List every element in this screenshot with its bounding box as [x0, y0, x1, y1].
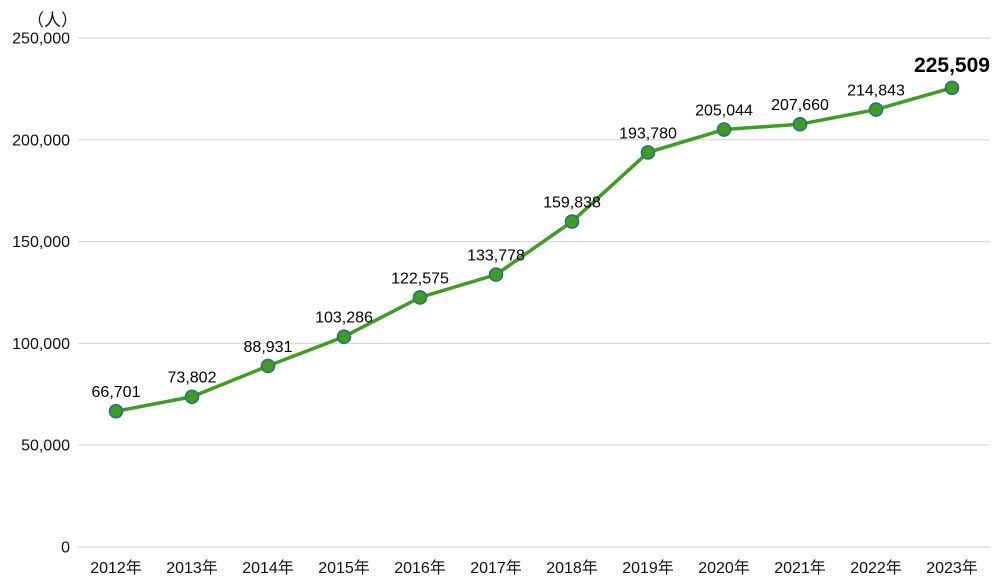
data-point-label-highlight: 225,509: [914, 54, 990, 77]
data-point-label: 214,843: [847, 83, 905, 100]
y-axis-unit-label: （人）: [27, 11, 78, 30]
data-point-marker: [488, 267, 504, 282]
data-point-marker: [412, 290, 428, 305]
x-tick-label: 2023年: [926, 559, 978, 577]
data-point-label: 122,575: [391, 270, 449, 287]
data-point-marker: [260, 358, 276, 374]
y-tick-label: 100,000: [12, 336, 70, 353]
data-point-label: 193,780: [619, 125, 677, 142]
data-point-marker: [792, 116, 808, 132]
data-point-label: 88,931: [244, 339, 293, 356]
x-tick-label: 2018年: [546, 559, 598, 577]
data-point-label: 133,778: [467, 248, 525, 265]
gridlines: [78, 37, 990, 548]
data-series: [108, 80, 960, 419]
x-tick-label: 2017年: [470, 559, 522, 577]
data-labels: 66,701 73,802 88,931 103,286 122,575 133,778 1…: [92, 54, 990, 401]
x-tick-label: 2012年: [90, 559, 142, 577]
y-axis-tick-labels: 0 50,000 100,000 150,000 200,000 250,000: [12, 31, 70, 557]
data-point-label: 66,701: [92, 384, 141, 401]
y-tick-label: 0: [61, 540, 70, 557]
data-point-label: 103,286: [315, 310, 373, 327]
y-tick-label: 250,000: [12, 31, 70, 48]
data-point-label: 205,044: [695, 103, 753, 120]
data-point-marker: [184, 389, 200, 405]
data-point-label: 159,838: [543, 195, 601, 212]
y-tick-label: 200,000: [12, 132, 70, 149]
x-tick-label: 2014年: [242, 559, 294, 577]
data-point-marker: [336, 329, 352, 345]
x-axis-tick-labels: 2012年 2013年 2014年 2015年 2016年 2017年 2018年 2019年…: [90, 559, 978, 577]
x-tick-label: 2013年: [166, 559, 218, 577]
series-line: [114, 86, 954, 413]
x-tick-label: 2022年: [850, 559, 902, 577]
data-point-marker: [716, 122, 732, 137]
x-tick-label: 2015年: [318, 559, 370, 577]
data-point-marker: [564, 214, 580, 229]
data-point-marker: [108, 403, 124, 419]
y-tick-label: 150,000: [12, 234, 70, 251]
data-point-label: 207,660: [771, 97, 829, 114]
y-tick-label: 50,000: [21, 438, 70, 455]
x-tick-label: 2016年: [394, 559, 446, 577]
data-point-marker: [868, 102, 884, 117]
data-point-marker: [944, 80, 960, 96]
x-tick-label: 2019年: [622, 559, 674, 577]
data-point-label: 73,802: [168, 370, 217, 387]
data-point-marker: [640, 145, 656, 160]
x-tick-label: 2021年: [774, 559, 826, 577]
x-tick-label: 2020年: [698, 559, 750, 577]
